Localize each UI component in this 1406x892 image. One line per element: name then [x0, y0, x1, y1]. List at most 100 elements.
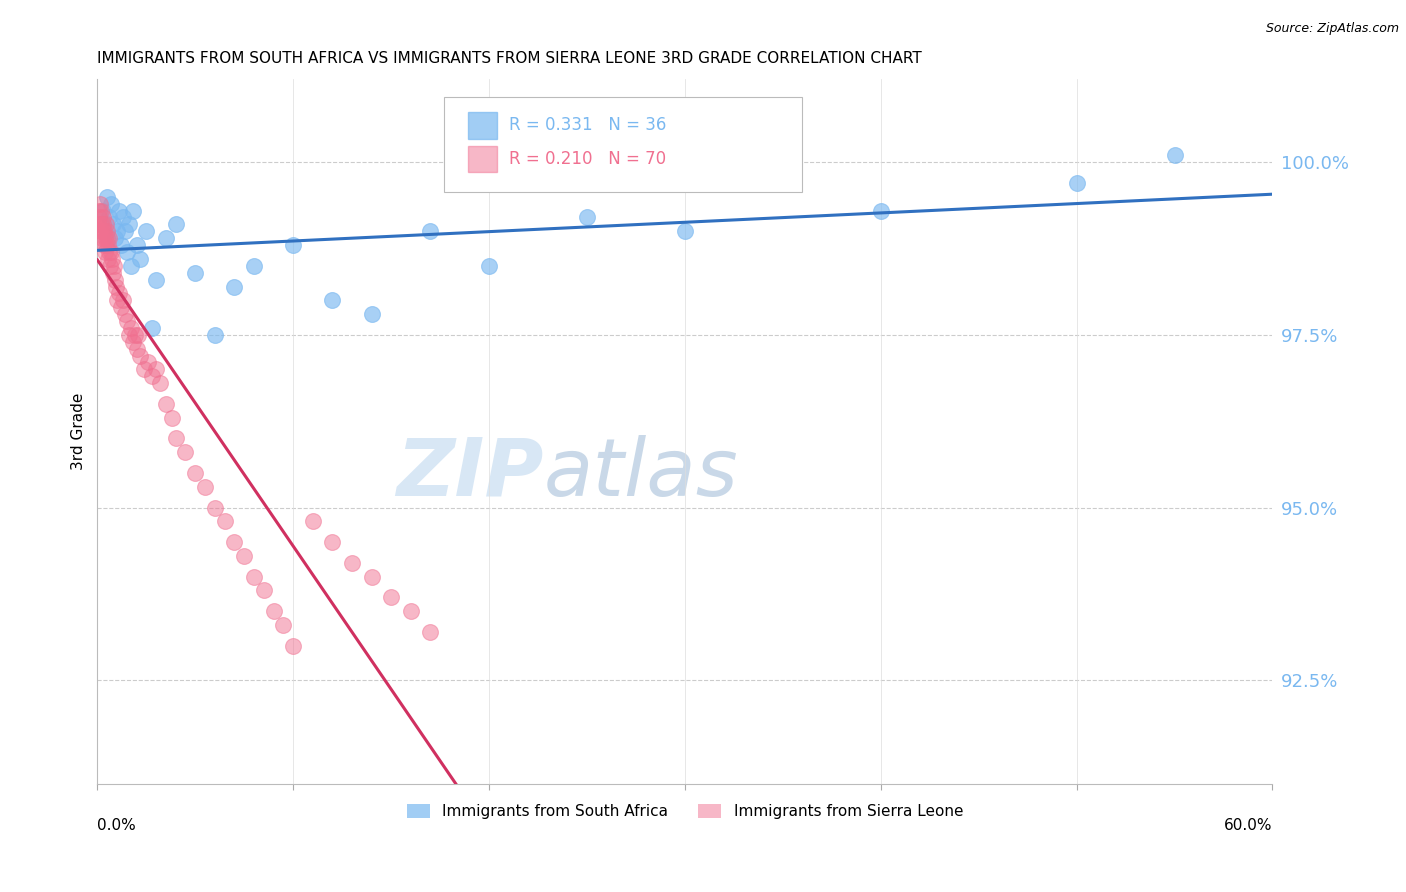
- Text: IMMIGRANTS FROM SOUTH AFRICA VS IMMIGRANTS FROM SIERRA LEONE 3RD GRADE CORRELATI: IMMIGRANTS FROM SOUTH AFRICA VS IMMIGRAN…: [97, 51, 922, 66]
- Point: [111, 293, 134, 308]
- Point: [96, 238, 118, 252]
- Point: [91, 218, 114, 232]
- Point: [129, 349, 152, 363]
- Point: [283, 639, 305, 653]
- Point: [90, 218, 112, 232]
- Point: [108, 286, 131, 301]
- Point: [94, 231, 117, 245]
- Point: [145, 272, 167, 286]
- Point: [1066, 176, 1088, 190]
- Point: [145, 362, 167, 376]
- Point: [89, 211, 111, 225]
- Point: [869, 203, 891, 218]
- Point: [98, 259, 121, 273]
- Point: [90, 224, 112, 238]
- Point: [184, 466, 207, 480]
- Point: [478, 259, 501, 273]
- Point: [87, 218, 110, 232]
- Point: [96, 224, 118, 238]
- Point: [90, 203, 112, 218]
- Point: [100, 244, 122, 259]
- Point: [115, 244, 138, 259]
- Point: [125, 238, 148, 252]
- Point: [419, 224, 441, 238]
- Text: atlas: atlas: [544, 434, 738, 513]
- Point: [94, 218, 117, 232]
- Point: [100, 196, 122, 211]
- Text: R = 0.331   N = 36: R = 0.331 N = 36: [509, 116, 666, 134]
- Point: [97, 238, 120, 252]
- Point: [399, 604, 422, 618]
- Point: [118, 218, 141, 232]
- Point: [283, 238, 305, 252]
- Point: [120, 259, 142, 273]
- Point: [141, 369, 163, 384]
- Point: [204, 500, 226, 515]
- Point: [91, 203, 114, 218]
- Point: [194, 480, 217, 494]
- Point: [104, 279, 127, 293]
- Point: [93, 224, 115, 238]
- Point: [103, 259, 125, 273]
- Point: [110, 238, 132, 252]
- Point: [91, 231, 114, 245]
- Point: [204, 327, 226, 342]
- Point: [321, 535, 343, 549]
- Point: [108, 203, 131, 218]
- Point: [165, 218, 187, 232]
- Point: [115, 314, 138, 328]
- Point: [174, 445, 197, 459]
- Point: [135, 224, 157, 238]
- Point: [101, 252, 124, 266]
- Point: [224, 535, 246, 549]
- Point: [101, 218, 124, 232]
- Point: [149, 376, 172, 391]
- Point: [124, 327, 146, 342]
- Point: [243, 259, 266, 273]
- Point: [89, 196, 111, 211]
- Point: [360, 307, 382, 321]
- Point: [214, 514, 236, 528]
- Point: [127, 327, 149, 342]
- Point: [98, 231, 121, 245]
- Y-axis label: 3rd Grade: 3rd Grade: [72, 392, 86, 470]
- Point: [136, 355, 159, 369]
- Point: [91, 211, 114, 225]
- Point: [155, 397, 177, 411]
- Point: [233, 549, 256, 563]
- Point: [105, 224, 128, 238]
- Point: [165, 432, 187, 446]
- Point: [118, 327, 141, 342]
- Point: [321, 293, 343, 308]
- Point: [340, 556, 363, 570]
- Point: [105, 293, 128, 308]
- Point: [114, 307, 136, 321]
- Point: [114, 224, 136, 238]
- Point: [89, 224, 111, 238]
- Point: [121, 334, 143, 349]
- Point: [160, 410, 183, 425]
- Point: [125, 342, 148, 356]
- Point: [224, 279, 246, 293]
- Text: ZIP: ZIP: [396, 434, 544, 513]
- Point: [380, 591, 402, 605]
- Point: [243, 569, 266, 583]
- Point: [1163, 148, 1185, 162]
- Point: [129, 252, 152, 266]
- Point: [96, 231, 118, 245]
- Point: [121, 203, 143, 218]
- Point: [134, 362, 156, 376]
- Point: [87, 203, 110, 218]
- Point: [673, 224, 696, 238]
- Bar: [468, 145, 496, 172]
- Text: 0.0%: 0.0%: [97, 818, 136, 833]
- FancyBboxPatch shape: [444, 97, 803, 192]
- Text: Source: ZipAtlas.com: Source: ZipAtlas.com: [1265, 22, 1399, 36]
- Point: [96, 252, 118, 266]
- Text: 60.0%: 60.0%: [1225, 818, 1272, 833]
- Point: [96, 190, 118, 204]
- Point: [93, 238, 115, 252]
- Point: [141, 321, 163, 335]
- Text: R = 0.210   N = 70: R = 0.210 N = 70: [509, 150, 666, 168]
- Point: [98, 211, 121, 225]
